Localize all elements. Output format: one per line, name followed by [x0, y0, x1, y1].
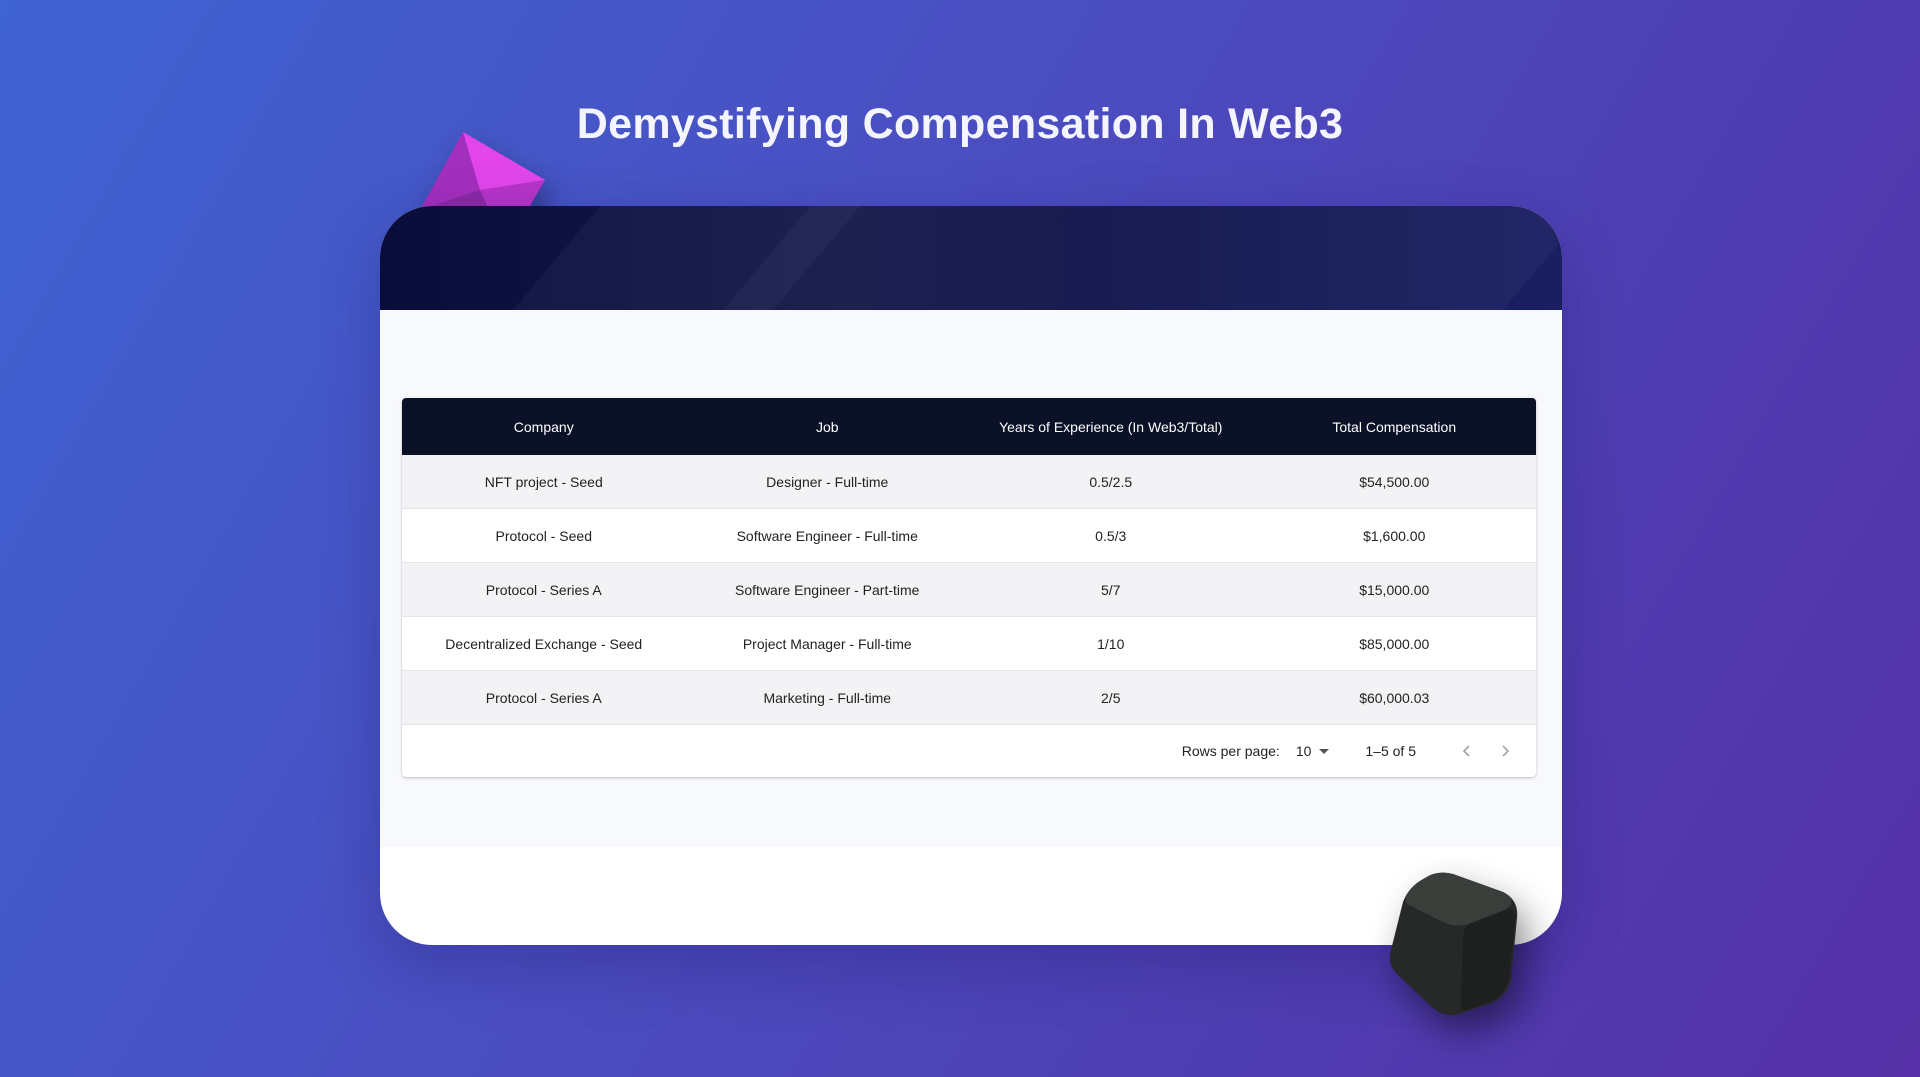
chevron-left-icon	[1462, 745, 1470, 757]
pagination-range: 1–5 of 5	[1365, 743, 1416, 759]
table-row[interactable]: NFT project - Seed Designer - Full-time …	[402, 455, 1536, 509]
cell-company: Protocol - Series A	[402, 670, 686, 725]
rows-per-page-select[interactable]: 10	[1296, 743, 1330, 759]
cell-experience: 1/10	[969, 616, 1253, 671]
cell-compensation: $85,000.00	[1252, 616, 1536, 671]
column-header-compensation[interactable]: Total Compensation	[1252, 398, 1536, 455]
card-header-banner	[380, 206, 1562, 310]
cube-decoration-icon	[1389, 872, 1518, 1016]
cell-company: NFT project - Seed	[402, 455, 686, 509]
caret-down-icon	[1319, 748, 1330, 754]
cell-job: Designer - Full-time	[685, 455, 969, 509]
column-header-job[interactable]: Job	[685, 398, 969, 455]
rows-per-page-label: Rows per page:	[1181, 743, 1280, 759]
next-page-button[interactable]	[1490, 736, 1520, 766]
cell-experience: 5/7	[969, 562, 1253, 617]
compensation-table: Company Job Years of Experience (In Web3…	[402, 398, 1536, 777]
cell-compensation: $54,500.00	[1252, 455, 1536, 509]
chevron-right-icon	[1502, 745, 1510, 757]
cell-company: Protocol - Series A	[402, 562, 686, 617]
cell-job: Software Engineer - Full-time	[685, 508, 969, 563]
cell-company: Decentralized Exchange - Seed	[402, 616, 686, 671]
page-title: Demystifying Compensation In Web3	[576, 100, 1344, 148]
previous-page-button[interactable]	[1452, 736, 1482, 766]
cell-experience: 0.5/2.5	[969, 455, 1253, 509]
table-row[interactable]: Decentralized Exchange - Seed Project Ma…	[402, 616, 1536, 671]
column-header-company[interactable]: Company	[402, 398, 686, 455]
table-row[interactable]: Protocol - Series A Marketing - Full-tim…	[402, 670, 1536, 725]
rows-per-page-value: 10	[1295, 743, 1312, 759]
cell-compensation: $60,000.03	[1252, 670, 1536, 725]
cell-company: Protocol - Seed	[402, 508, 686, 563]
table-header-row: Company Job Years of Experience (In Web3…	[402, 398, 1536, 455]
cell-job: Software Engineer - Part-time	[685, 562, 969, 617]
cell-compensation: $15,000.00	[1252, 562, 1536, 617]
column-header-experience[interactable]: Years of Experience (In Web3/Total)	[969, 398, 1253, 455]
cell-job: Project Manager - Full-time	[685, 616, 969, 671]
content-card: Company Job Years of Experience (In Web3…	[380, 206, 1562, 945]
cell-experience: 0.5/3	[969, 508, 1253, 563]
cell-job: Marketing - Full-time	[685, 670, 969, 725]
card-body: Company Job Years of Experience (In Web3…	[380, 310, 1562, 847]
table-pagination: Rows per page: 10 1–5 of 5	[402, 725, 1536, 777]
cell-compensation: $1,600.00	[1252, 508, 1536, 563]
cell-experience: 2/5	[969, 670, 1253, 725]
table-row[interactable]: Protocol - Series A Software Engineer - …	[402, 562, 1536, 617]
table-row[interactable]: Protocol - Seed Software Engineer - Full…	[402, 508, 1536, 563]
